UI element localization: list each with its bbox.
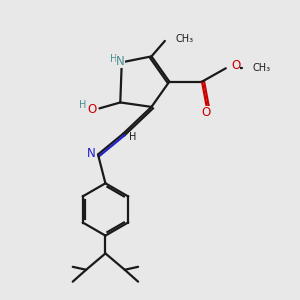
Text: N: N [116,55,125,68]
Text: O: O [87,103,97,116]
Text: H: H [110,54,117,64]
Text: H: H [129,132,136,142]
Text: N: N [87,147,96,161]
Text: H: H [80,100,87,110]
Text: CH₃: CH₃ [175,34,194,44]
Text: O: O [202,106,211,119]
Text: O: O [231,59,240,72]
Text: CH₃: CH₃ [253,63,271,73]
